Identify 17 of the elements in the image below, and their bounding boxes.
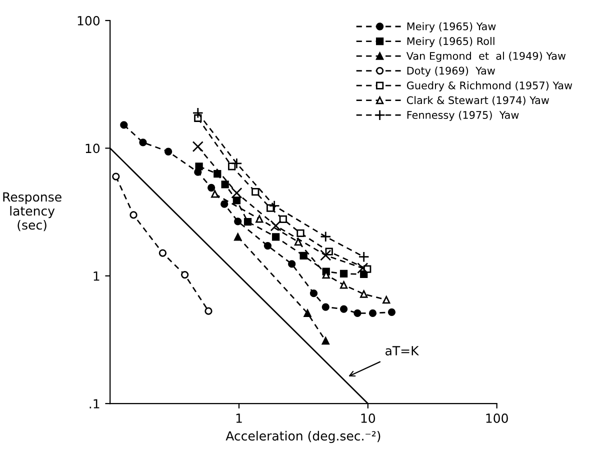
legend-label: Meiry (1965) Roll [407,37,494,48]
x-axis-title: Acceleration (deg.sec.⁻²) [226,430,380,444]
y-tick-label: 10 [86,144,100,154]
legend-label: Meiry (1965) Yaw [407,22,496,32]
legend-label: Guedry & Richmond (1957) Yaw [406,81,572,92]
x-tick-label: 10 [361,414,376,423]
legend-label: Van Egmond et al (1949) Yaw [406,52,566,62]
y-axis-title: Response latency (sec) [3,192,62,232]
y-tick-label: .1 [90,399,100,408]
y-tick-label: 1 [94,272,100,281]
x-tick-label: 1 [236,414,242,423]
legend-label: Fennessy (1975) Yaw [407,110,519,121]
annotation: aT=K [386,346,420,356]
y-tick-label: 100 [78,16,100,26]
x-tick-label: 100 [486,414,508,423]
legend-label: Doty (1969) Yaw [407,66,495,77]
legend-label: Clark & Stewart (1974) Yaw [406,96,549,106]
